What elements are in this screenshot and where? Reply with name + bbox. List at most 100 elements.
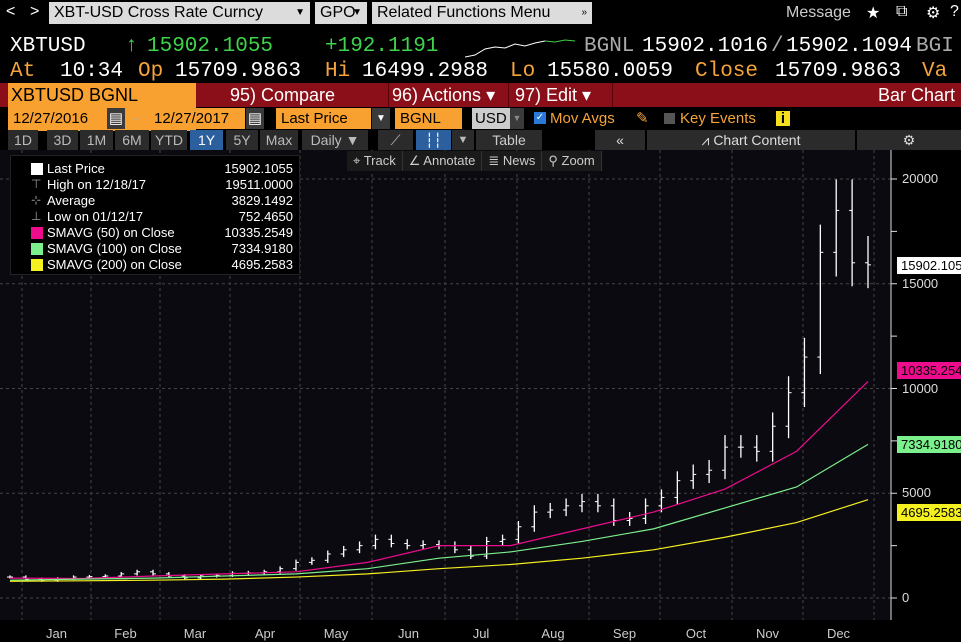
- period-3d[interactable]: 3D: [47, 130, 78, 150]
- star-icon[interactable]: ★: [866, 5, 881, 22]
- chevron-down-icon[interactable]: ▼: [372, 108, 390, 129]
- mov-avgs-checkbox[interactable]: ✓: [534, 112, 546, 124]
- settings-gear-icon[interactable]: ⚙: [857, 130, 961, 150]
- sparkline: [465, 39, 576, 58]
- x-tick-label: Nov: [755, 626, 780, 641]
- bid: 15902.1016: [642, 35, 769, 58]
- x-tick-label: Oct: [685, 626, 707, 641]
- period-1m[interactable]: 1M: [80, 130, 113, 150]
- legend-item: SMAVG (50) on Close 10335.2549: [17, 225, 293, 241]
- legend-value: 10335.2549: [224, 225, 293, 240]
- news-label: News: [502, 153, 536, 168]
- info-icon[interactable]: i: [776, 111, 790, 126]
- legend-item: ⊤ High on 12/18/17 19511.0000: [17, 177, 293, 193]
- legend-marker-icon: ⊹: [31, 193, 42, 207]
- source-input[interactable]: BGNL: [395, 108, 462, 129]
- date-separator: -: [134, 110, 139, 127]
- chevron-down-icon[interactable]: ▼: [452, 130, 474, 150]
- value-tag: 15902.105: [897, 256, 961, 274]
- compare-button[interactable]: 95) Compare: [230, 85, 336, 105]
- legend-label: Average: [47, 193, 96, 208]
- x-tick-label: Jan: [46, 626, 67, 641]
- track-tool[interactable]: ⌖ Track: [347, 151, 403, 171]
- close: 15709.9863: [775, 60, 902, 83]
- legend-swatch: [31, 163, 43, 175]
- legend-item: SMAVG (100) on Close 7334.9180: [17, 241, 293, 257]
- table-button[interactable]: Table: [476, 130, 542, 150]
- period-ytd[interactable]: YTD: [151, 130, 187, 150]
- actions-button[interactable]: 96) Actions ▾: [392, 85, 496, 105]
- related-functions-menu[interactable]: Related Functions Menu »: [372, 2, 592, 24]
- chevron-down-icon[interactable]: ▼: [510, 108, 524, 129]
- legend-marker-icon: ⊥: [31, 209, 42, 223]
- low: 15580.0059: [547, 60, 674, 83]
- period-max[interactable]: Max: [260, 130, 298, 150]
- legend-label: SMAVG (100) on Close: [47, 241, 182, 256]
- key-events-label[interactable]: Key Events: [680, 110, 756, 127]
- mov-avgs-label[interactable]: Mov Avgs: [550, 110, 615, 127]
- pencil-icon[interactable]: ✎: [636, 110, 649, 127]
- legend-label: SMAVG (50) on Close: [47, 225, 175, 240]
- open: 15709.9863: [175, 60, 302, 83]
- legend-value: 4695.2583: [231, 257, 293, 272]
- period-6m[interactable]: 6M: [115, 130, 149, 150]
- period-1d[interactable]: 1D: [8, 130, 38, 150]
- track-label: Track: [363, 153, 396, 168]
- annotate-tool[interactable]: ∠ Annotate: [403, 151, 483, 171]
- chevron-down-icon: ▼: [295, 7, 305, 18]
- news-tool[interactable]: ≣ News: [482, 151, 543, 171]
- annotate-label: Annotate: [423, 153, 476, 168]
- function-select[interactable]: GPO ▼: [315, 2, 367, 24]
- net-change: +192.1191: [325, 35, 439, 58]
- chart-type-label: Bar Chart: [877, 85, 955, 105]
- high: 16499.2988: [362, 60, 489, 83]
- edit-label: 97) Edit: [515, 85, 578, 105]
- chevron-down-icon: ▼: [352, 7, 362, 18]
- back-button[interactable]: <: [6, 3, 16, 20]
- function-text: GPO: [320, 4, 356, 21]
- bar-chart-icon[interactable]: ┆┆: [416, 130, 451, 150]
- edit-button[interactable]: 97) Edit ▾: [515, 85, 592, 105]
- legend-marker-icon: ⊤: [31, 177, 42, 191]
- sma-line-100: [9, 443, 869, 581]
- value-tag: 7334.9180: [897, 436, 961, 454]
- legend-swatch: [31, 227, 43, 239]
- frequency-select[interactable]: Daily ▼: [302, 130, 368, 150]
- x-tick-label: Mar: [183, 626, 207, 641]
- y-tick-label: 5000: [902, 485, 931, 501]
- legend-label: Last Price: [47, 161, 105, 176]
- top-toolbar: < > XBT-USD Cross Rate Curncy ▼ GPO ▼ Rela…: [0, 0, 961, 27]
- start-date-input[interactable]: 12/27/2016: [8, 108, 106, 129]
- zoom-tool[interactable]: ⚲ Zoom: [542, 151, 602, 171]
- line-chart-icon[interactable]: ⟋: [378, 130, 413, 150]
- x-tick-label: Feb: [114, 626, 137, 641]
- message-button[interactable]: Message: [786, 4, 851, 21]
- period-1y[interactable]: 1Y: [190, 130, 223, 150]
- high-label: Hi: [325, 60, 351, 83]
- chart-content-button[interactable]: ⩘ Chart Content: [647, 130, 855, 150]
- bid-source: BGNL: [584, 35, 635, 58]
- open-label: Op: [138, 60, 164, 83]
- security-input[interactable]: XBT-USD Cross Rate Curncy ▼: [49, 2, 310, 24]
- low-label: Lo: [510, 60, 536, 83]
- currency-select[interactable]: USD: [472, 108, 510, 129]
- field-select[interactable]: Last Price: [276, 108, 371, 129]
- legend-item: ⊥ Low on 01/12/17 752.4650: [17, 209, 293, 225]
- forward-button[interactable]: >: [30, 3, 40, 20]
- key-events-checkbox[interactable]: [664, 113, 675, 124]
- calendar-icon[interactable]: ▤: [246, 108, 264, 129]
- gear-icon[interactable]: ⚙: [926, 5, 941, 22]
- action-bar: XBTUSD BGNL Curncy 95) Compare 96) Actio…: [0, 83, 961, 131]
- legend-swatch: [31, 259, 43, 271]
- collapse-button[interactable]: «: [595, 130, 645, 150]
- window-icon[interactable]: ⧉: [896, 3, 908, 20]
- chart-content-label: Chart Content: [713, 132, 801, 148]
- end-date-input[interactable]: 12/27/2017: [149, 108, 245, 129]
- legend-value: 7334.9180: [231, 241, 293, 256]
- ask: 15902.1094: [786, 35, 913, 58]
- calendar-icon[interactable]: ▤: [107, 108, 125, 129]
- close-label: Close: [695, 60, 759, 83]
- at-label: At: [10, 60, 36, 83]
- period-5y[interactable]: 5Y: [226, 130, 258, 150]
- help-icon[interactable]: ?: [950, 3, 959, 20]
